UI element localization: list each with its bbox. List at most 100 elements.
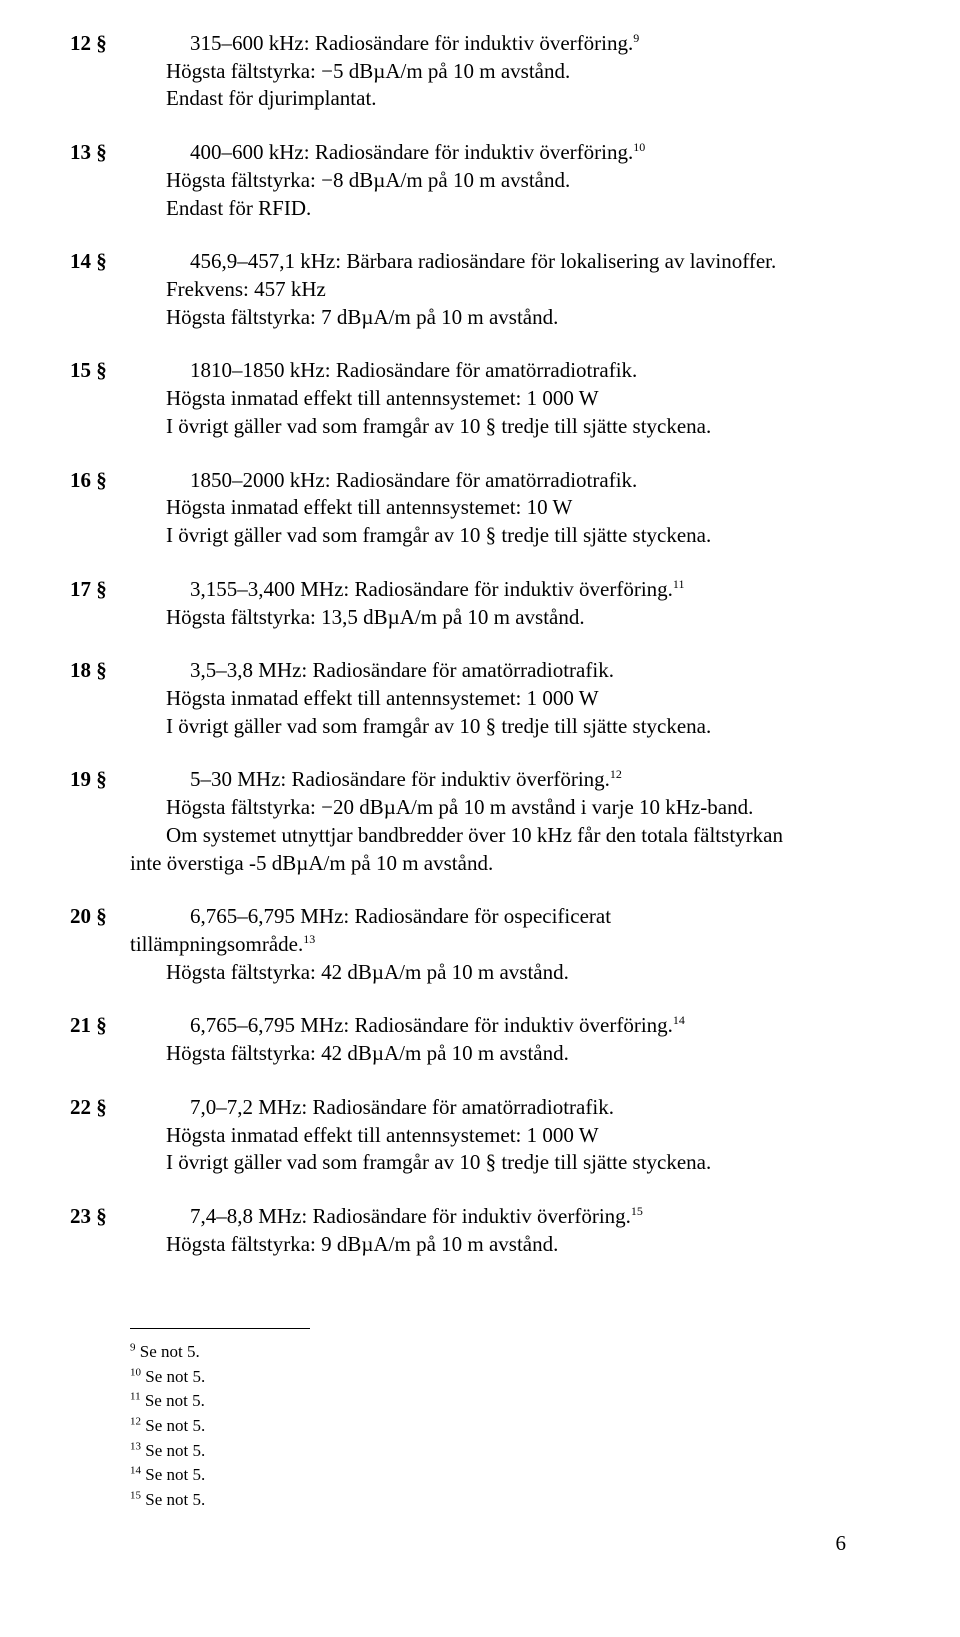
footnote-text: Se not 5. (136, 1342, 200, 1361)
section-lead: 7,4–8,8 MHz: Radiosändare för induktiv ö… (190, 1204, 631, 1228)
footnote-separator (130, 1328, 310, 1329)
section-heading: 20 §6,765–6,795 MHz: Radiosändare för os… (130, 903, 850, 931)
section: 18 §3,5–3,8 MHz: Radiosändare för amatör… (130, 657, 850, 740)
section-lead: 3,155–3,400 MHz: Radiosändare för indukt… (190, 577, 673, 601)
section-lead-cont: tillämpningsområde.13 (130, 931, 850, 959)
footnote: 15 Se not 5. (130, 1488, 850, 1513)
section-line: Endast för RFID. (130, 195, 850, 223)
section: 14 §456,9–457,1 kHz: Bärbara radiosändar… (130, 248, 850, 331)
section-number: 15 § (130, 357, 190, 385)
footnote-number: 11 (130, 1391, 141, 1403)
footnote: 13 Se not 5. (130, 1439, 850, 1464)
section-lead: 1810–1850 kHz: Radiosändare för amatörra… (190, 358, 637, 382)
section-heading: 13 §400–600 kHz: Radiosändare för indukt… (130, 139, 850, 167)
section-number: 22 § (130, 1094, 190, 1122)
section: 16 §1850–2000 kHz: Radiosändare för amat… (130, 467, 850, 550)
section-line: Högsta fältstyrka: 42 dBµA/m på 10 m avs… (130, 1040, 850, 1068)
section-line: Endast för djurimplantat. (130, 85, 850, 113)
section: 20 §6,765–6,795 MHz: Radiosändare för os… (130, 903, 850, 986)
section: 21 §6,765–6,795 MHz: Radiosändare för in… (130, 1012, 850, 1067)
footnote-number: 14 (130, 1464, 141, 1476)
section-lead: 400–600 kHz: Radiosändare för induktiv ö… (190, 140, 633, 164)
footnote-number: 15 (130, 1489, 141, 1501)
section: 22 §7,0–7,2 MHz: Radiosändare för amatör… (130, 1094, 850, 1177)
footnote-text: Se not 5. (141, 1465, 205, 1484)
footnote-ref: 13 (303, 932, 315, 946)
section-line: I övrigt gäller vad som framgår av 10 § … (130, 1149, 850, 1177)
section-heading: 19 §5–30 MHz: Radiosändare för induktiv … (130, 766, 850, 794)
section-line: I övrigt gäller vad som framgår av 10 § … (130, 522, 850, 550)
footnote-text: Se not 5. (141, 1490, 205, 1509)
section-heading: 14 §456,9–457,1 kHz: Bärbara radiosändar… (130, 248, 850, 276)
footnote: 10 Se not 5. (130, 1365, 850, 1390)
section-line: Högsta fältstyrka: −5 dBµA/m på 10 m avs… (130, 58, 850, 86)
section-line: Högsta inmatad effekt till antennsysteme… (130, 494, 850, 522)
section-heading: 15 §1810–1850 kHz: Radiosändare för amat… (130, 357, 850, 385)
section-line: Högsta fältstyrka: 9 dBµA/m på 10 m avst… (130, 1231, 850, 1259)
section-number: 13 § (130, 139, 190, 167)
page-number: 6 (130, 1530, 850, 1558)
section-number: 19 § (130, 766, 190, 794)
section-line: Högsta inmatad effekt till antennsysteme… (130, 685, 850, 713)
footnote-ref: 15 (631, 1204, 643, 1218)
footnote: 12 Se not 5. (130, 1414, 850, 1439)
footnote-text: Se not 5. (141, 1441, 205, 1460)
section: 12 §315–600 kHz: Radiosändare för indukt… (130, 30, 850, 113)
section: 23 §7,4–8,8 MHz: Radiosändare för indukt… (130, 1203, 850, 1258)
footnote-number: 10 (130, 1366, 141, 1378)
section-line: Högsta inmatad effekt till antennsysteme… (130, 385, 850, 413)
section-heading: 22 §7,0–7,2 MHz: Radiosändare för amatör… (130, 1094, 850, 1122)
section-number: 16 § (130, 467, 190, 495)
section-heading: 12 §315–600 kHz: Radiosändare för indukt… (130, 30, 850, 58)
footnote-text: Se not 5. (141, 1391, 205, 1410)
section-line: Högsta fältstyrka: −20 dBµA/m på 10 m av… (130, 794, 850, 822)
section-number: 18 § (130, 657, 190, 685)
section-line: I övrigt gäller vad som framgår av 10 § … (130, 413, 850, 441)
section-line: I övrigt gäller vad som framgår av 10 § … (130, 713, 850, 741)
section-number: 14 § (130, 248, 190, 276)
footnote-ref: 11 (673, 577, 685, 591)
document-body: 12 §315–600 kHz: Radiosändare för indukt… (130, 30, 850, 1258)
section: 17 §3,155–3,400 MHz: Radiosändare för in… (130, 576, 850, 631)
section-number: 17 § (130, 576, 190, 604)
footnote-ref: 10 (633, 140, 645, 154)
footnote-ref: 14 (673, 1013, 685, 1027)
footnote-text: Se not 5. (141, 1416, 205, 1435)
section-heading: 23 §7,4–8,8 MHz: Radiosändare för indukt… (130, 1203, 850, 1231)
section-number: 23 § (130, 1203, 190, 1231)
section-lead: 6,765–6,795 MHz: Radiosändare för indukt… (190, 1013, 673, 1037)
section-number: 20 § (130, 903, 190, 931)
section-line: Högsta fältstyrka: −8 dBµA/m på 10 m avs… (130, 167, 850, 195)
section-lead: 315–600 kHz: Radiosändare för induktiv ö… (190, 31, 633, 55)
section-lead: 6,765–6,795 MHz: Radiosändare för ospeci… (190, 904, 611, 928)
section: 19 §5–30 MHz: Radiosändare för induktiv … (130, 766, 850, 877)
section-number: 12 § (130, 30, 190, 58)
section-lead: 456,9–457,1 kHz: Bärbara radiosändare fö… (190, 249, 776, 273)
section-lead: 1850–2000 kHz: Radiosändare för amatörra… (190, 468, 637, 492)
section-line: Högsta fältstyrka: 7 dBµA/m på 10 m avst… (130, 304, 850, 332)
section-line: Om systemet utnyttjar bandbredder över 1… (130, 822, 850, 850)
section: 15 §1810–1850 kHz: Radiosändare för amat… (130, 357, 850, 440)
footnotes: 9 Se not 5.10 Se not 5.11 Se not 5.12 Se… (130, 1340, 850, 1512)
section: 13 §400–600 kHz: Radiosändare för indukt… (130, 139, 850, 222)
section-heading: 18 §3,5–3,8 MHz: Radiosändare för amatör… (130, 657, 850, 685)
footnote-text: Se not 5. (141, 1367, 205, 1386)
section-lead: 7,0–7,2 MHz: Radiosändare för amatörradi… (190, 1095, 614, 1119)
section-heading: 21 §6,765–6,795 MHz: Radiosändare för in… (130, 1012, 850, 1040)
section-line: Högsta fältstyrka: 42 dBµA/m på 10 m avs… (130, 959, 850, 987)
section-line: Högsta inmatad effekt till antennsysteme… (130, 1122, 850, 1150)
section-heading: 17 §3,155–3,400 MHz: Radiosändare för in… (130, 576, 850, 604)
footnote: 11 Se not 5. (130, 1389, 850, 1414)
section-lead: 3,5–3,8 MHz: Radiosändare för amatörradi… (190, 658, 614, 682)
footnote-number: 12 (130, 1415, 141, 1427)
section-line-wrap: inte överstiga -5 dBµA/m på 10 m avstånd… (130, 850, 850, 878)
footnote-number: 13 (130, 1440, 141, 1452)
footnote: 9 Se not 5. (130, 1340, 850, 1365)
section-line: Frekvens: 457 kHz (130, 276, 850, 304)
footnote-ref: 12 (610, 767, 622, 781)
footnote: 14 Se not 5. (130, 1463, 850, 1488)
section-number: 21 § (130, 1012, 190, 1040)
section-heading: 16 §1850–2000 kHz: Radiosändare för amat… (130, 467, 850, 495)
section-line: Högsta fältstyrka: 13,5 dBµA/m på 10 m a… (130, 604, 850, 632)
footnote-ref: 9 (633, 31, 639, 45)
